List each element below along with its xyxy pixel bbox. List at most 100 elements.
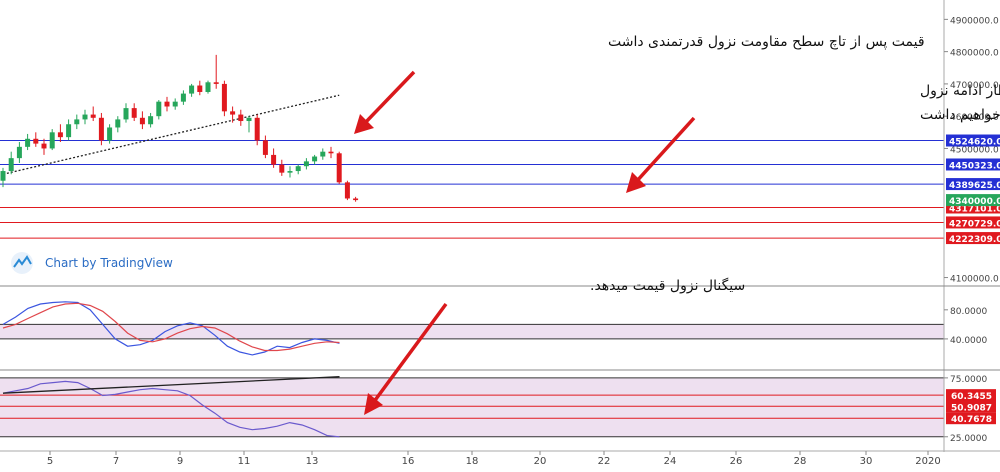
candle-body (246, 117, 252, 122)
candle-body (328, 151, 334, 154)
indicator-series-line (2, 302, 340, 352)
price-tick-label: 4900000.0 (950, 16, 999, 26)
indicator-tick-label: 80.0000 (950, 307, 987, 317)
time-tick-label: 11 (238, 456, 251, 467)
annotation-bottom: سیگنال نزول قیمت میدهد. (590, 277, 745, 294)
indicator-series-line (2, 380, 340, 438)
candle-body (57, 132, 63, 138)
price-tick-label: 4800000.0 (950, 49, 999, 59)
candle-body (8, 158, 14, 172)
candle-body (230, 111, 236, 115)
candle-body (238, 114, 244, 122)
price-tick-label: 4600000.0 (950, 113, 999, 123)
price-level-label: 4450323.0 (949, 161, 1000, 171)
candle-body (74, 119, 80, 125)
candle-body (25, 138, 31, 147)
candle-body (90, 114, 96, 118)
time-tick-label: 7 (113, 456, 119, 467)
candle-body (287, 171, 293, 173)
price-tick-label: 4100000.0 (950, 275, 999, 285)
indicator-level-label-bg (946, 412, 996, 425)
price-level-label: 4222309.0 (949, 235, 1000, 245)
candle-body (353, 198, 359, 201)
main-price-pane (0, 54, 944, 239)
indicator-tick-label: 75.0000 (950, 375, 987, 385)
candle-body (189, 85, 195, 94)
candle-body (131, 108, 137, 118)
candle-body (66, 124, 72, 138)
time-tick-label: 5 (47, 456, 53, 467)
time-tick-label: 20 (534, 456, 547, 467)
candle-body (180, 93, 186, 102)
annotation-right-line2: تا سطح حمایت بعدی را خواهیم داشت (920, 107, 1000, 123)
candle-body (0, 171, 6, 181)
indicator-level-label-bg (946, 389, 996, 402)
candle-body (336, 153, 342, 183)
arrows (354, 70, 696, 415)
price-level-label: 4317101.0 (949, 204, 1000, 214)
arrow-bottom-head (364, 393, 383, 415)
candle-body (213, 82, 219, 84)
price-level-label: 4270729.0 (949, 219, 1000, 229)
time-tick-label: 22 (598, 456, 611, 467)
indicator-trendline (2, 376, 340, 394)
price-level-label-bg (946, 178, 1000, 191)
candle-body (197, 85, 203, 92)
indicator-series-line (2, 301, 340, 356)
arrow-right-head (626, 172, 646, 193)
candle-body (148, 116, 154, 125)
price-level-label-bg (946, 158, 1000, 171)
candle-body (156, 101, 162, 117)
candle-body (41, 143, 47, 149)
candle-body (262, 140, 268, 155)
rsi-pane (0, 376, 944, 438)
time-tick-label: 30 (860, 456, 873, 467)
arrow-bottom-shaft (371, 302, 448, 405)
candle-body (271, 154, 277, 165)
arrow-right-shaft (634, 116, 696, 184)
price-level-label: 4524620.0 (949, 138, 1000, 148)
indicator-level-label: 50.9087 (951, 403, 992, 413)
time-tick-label: 18 (466, 456, 479, 467)
candle-body (221, 83, 227, 112)
price-level-label-bg (946, 216, 1000, 229)
candle-body (49, 132, 55, 149)
candle-body (82, 114, 88, 120)
indicator-level-label: 60.3455 (951, 392, 992, 402)
annotation-top: قیمت پس از تاچ سطح مقاومت نزول قدرتمندی … (608, 34, 925, 50)
indicator-level-label: 40.7678 (951, 415, 992, 425)
time-tick-label: 16 (402, 456, 415, 467)
candle-body (320, 151, 326, 157)
candle-body (16, 146, 22, 159)
price-level-label: 4389625.0 (949, 181, 1000, 191)
tradingview-logo-mark (13, 255, 32, 268)
price-level-label-bg (946, 134, 1000, 147)
candle-body (107, 127, 113, 141)
time-tick-label: 2020 (915, 456, 940, 467)
candle-body (279, 164, 285, 173)
indicator-tick-label: 40.0000 (950, 336, 987, 346)
current-price-label: 4340000.0 (949, 197, 1000, 207)
candle-body (115, 119, 121, 128)
candle-body (33, 138, 39, 144)
candle-body (254, 117, 260, 141)
candle-body (123, 108, 129, 120)
candle-body (98, 117, 104, 141)
candle-body (164, 101, 170, 107)
current-price-label-bg (946, 194, 1000, 207)
arrow-top-shaft (362, 70, 416, 126)
price-tick-label: 4700000.0 (950, 81, 999, 91)
candle-body (205, 82, 211, 92)
price-level-label-bg (946, 232, 1000, 245)
candle-body (344, 182, 350, 199)
price-tick-label: 4500000.0 (950, 145, 999, 155)
indicator-tick-label: 25.0000 (950, 434, 987, 444)
time-tick-label: 28 (794, 456, 807, 467)
candle-body (172, 101, 178, 107)
time-tick-label: 9 (177, 456, 183, 467)
time-tick-label: 24 (664, 456, 677, 467)
annotation-right-line1: با قرار گرفتن قیمت پایین تر از سطح انتظا… (920, 82, 1000, 99)
trendline-dotted (2, 94, 340, 175)
